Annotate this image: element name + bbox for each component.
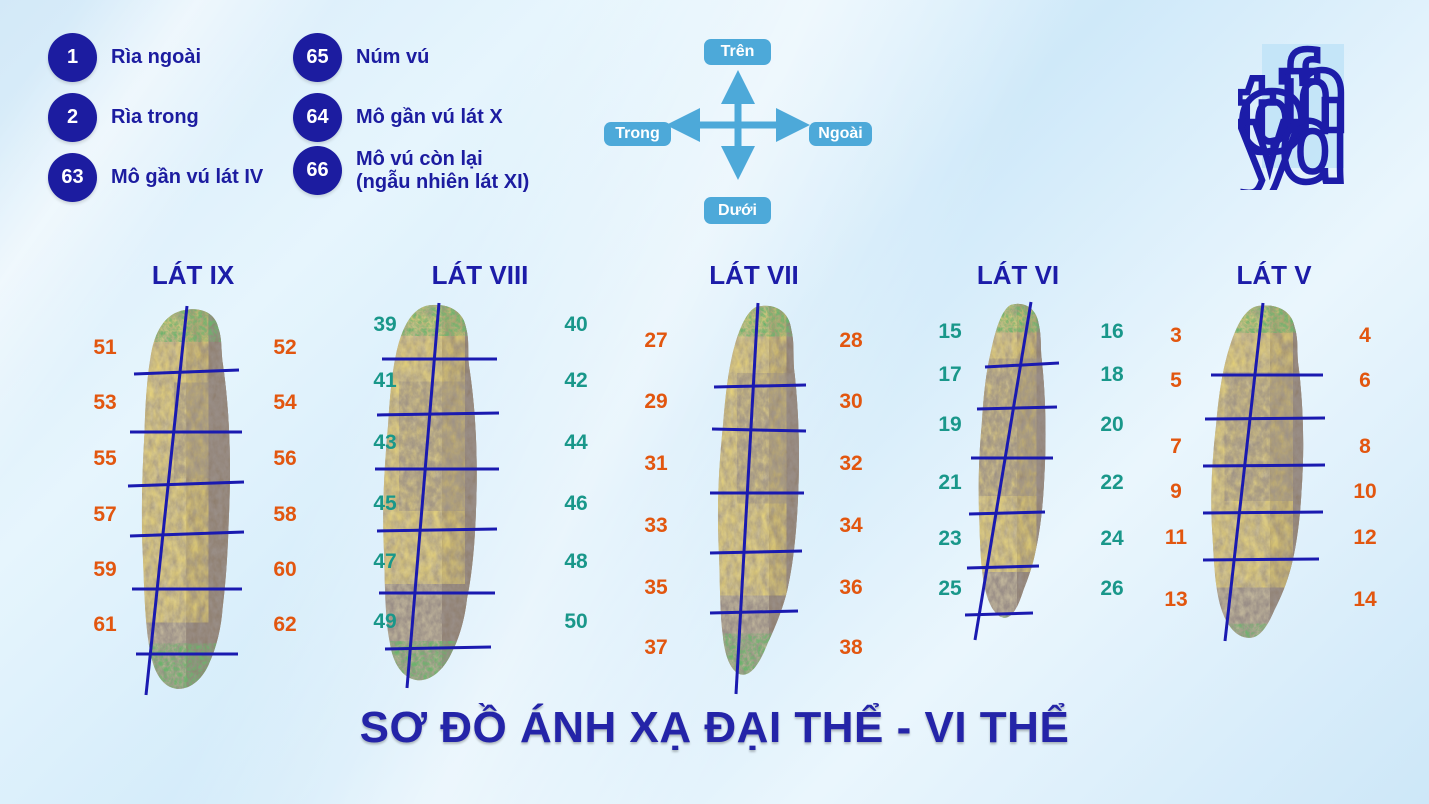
- svg-text:d: d: [1280, 81, 1348, 190]
